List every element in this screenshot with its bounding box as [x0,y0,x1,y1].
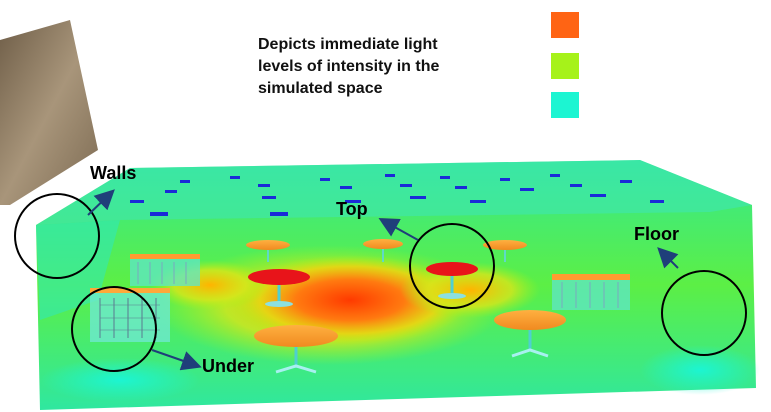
table [426,262,478,299]
table [254,325,338,374]
caption-line: levels of intensity in the [258,58,440,75]
table [552,274,630,310]
caption-line: simulated space [258,80,383,97]
walls-label: Walls [90,163,137,183]
walls-arrow [87,189,115,216]
under-arrow [151,349,202,371]
table [248,269,310,307]
floor-label: Floor [634,224,679,244]
under-label: Under [202,356,255,376]
walls-highlight-circle [14,193,100,279]
floor-highlight-circle [661,270,747,356]
top-label: Top [336,199,368,219]
floor-slab [36,160,760,410]
table [90,288,170,342]
top-arrow [378,218,419,241]
wall-panel [0,20,98,205]
floor-arrow [657,247,679,269]
caption-line: Depicts immediate light [258,36,438,53]
table [483,240,527,262]
table [130,254,200,286]
under-highlight-circle [71,286,157,372]
top-highlight-circle [409,223,495,309]
legend-swatch-low [551,92,579,118]
table [494,310,566,358]
caption: Depicts immediate light levels of intens… [258,34,528,100]
ceiling-light-fixtures [130,174,664,216]
legend-swatch-high [551,12,579,38]
table [363,239,403,262]
table [246,240,290,262]
legend-swatch-medium [551,53,579,79]
round-tables [90,239,630,374]
